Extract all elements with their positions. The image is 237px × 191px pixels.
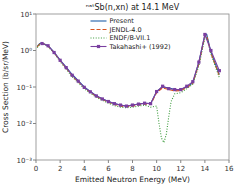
y-tick-label: 10⁻¹ — [17, 84, 33, 92]
series-line — [37, 35, 219, 106]
x-tick — [36, 160, 37, 163]
legend-label: Takahashi+ (1992) — [109, 43, 171, 51]
series-marker — [218, 69, 221, 72]
x-tick — [229, 160, 230, 163]
x-axis-label: Emitted Neutron Energy (MeV) — [75, 175, 190, 184]
series-marker — [46, 44, 49, 47]
x-tick-label: 8 — [130, 165, 134, 173]
series-marker — [143, 102, 146, 105]
series-marker — [101, 97, 104, 100]
series-marker — [119, 103, 122, 106]
legend-swatch — [91, 29, 107, 30]
x-tick-label: 2 — [58, 165, 62, 173]
series-marker — [185, 85, 188, 88]
legend-swatch — [91, 20, 107, 21]
x-tick — [132, 160, 133, 163]
x-tick — [108, 160, 109, 163]
series-line — [37, 37, 219, 142]
series-line — [37, 34, 219, 106]
plot-area — [37, 33, 221, 143]
series-marker — [95, 94, 98, 97]
legend-label: JENDL-4.0 — [109, 26, 142, 34]
x-tick-label: 12 — [176, 165, 185, 173]
x-tick — [60, 160, 61, 163]
series-marker — [209, 49, 212, 52]
plot-frame — [36, 14, 229, 160]
series-marker — [40, 42, 43, 45]
legend-marker — [97, 45, 100, 48]
x-tick-label: 0 — [34, 165, 38, 173]
x-tick-label: 16 — [225, 165, 234, 173]
x-tick — [84, 160, 85, 163]
x-tick-label: 4 — [82, 165, 87, 173]
y-tick-label: 10⁻³ — [17, 157, 33, 165]
x-tick-label: 10 — [152, 165, 161, 173]
legend-label: Present — [110, 17, 135, 25]
y-axis-label: Cross Section (b/sr/MeV) — [1, 41, 10, 133]
y-tick — [33, 160, 36, 161]
series-marker — [155, 90, 158, 93]
series-marker — [191, 80, 194, 83]
series-marker — [167, 87, 170, 90]
legend-label: ENDF/B-VII.1 — [110, 34, 151, 42]
y-tick — [33, 123, 36, 124]
series-marker — [77, 80, 80, 83]
title: ⁿᵃᵗSb(n,xn) at 14.1 MeV — [86, 3, 180, 12]
x-tick — [204, 160, 205, 163]
series-marker — [203, 33, 206, 36]
series-marker — [131, 103, 134, 106]
y-tick — [33, 14, 36, 15]
y-tick-label: 10⁰ — [20, 47, 32, 55]
x-tick-label: 6 — [106, 165, 111, 173]
x-tick — [180, 160, 181, 163]
y-tick-label: 10⁻² — [17, 120, 33, 128]
x-tick-label: 14 — [200, 165, 209, 173]
legend-swatch — [91, 37, 107, 38]
series-marker — [52, 51, 55, 54]
series-marker — [149, 102, 152, 105]
series-marker — [113, 102, 116, 105]
series-marker — [107, 100, 110, 103]
legend: PresentJENDL-4.0ENDF/B-VII.1Takahashi+ (… — [91, 17, 171, 51]
series-marker — [197, 61, 200, 64]
chart: ⁿᵃᵗSb(n,xn) at 14.1 MeV 0 2 4 6 8 10 12 14 16 10⁻³… — [0, 0, 237, 191]
series-marker — [71, 74, 74, 77]
series-marker — [59, 59, 62, 62]
y-tick — [33, 87, 36, 88]
y-tick-label: 10¹ — [20, 11, 32, 19]
y-tick — [33, 50, 36, 51]
series-marker — [179, 88, 182, 91]
series-marker — [125, 104, 128, 107]
series-marker — [137, 103, 140, 106]
series-marker — [65, 66, 68, 69]
series-marker — [83, 86, 86, 89]
series-line — [42, 34, 219, 106]
series-marker — [89, 90, 92, 93]
x-tick — [156, 160, 157, 163]
series-marker — [173, 88, 176, 91]
series-marker — [161, 85, 164, 88]
